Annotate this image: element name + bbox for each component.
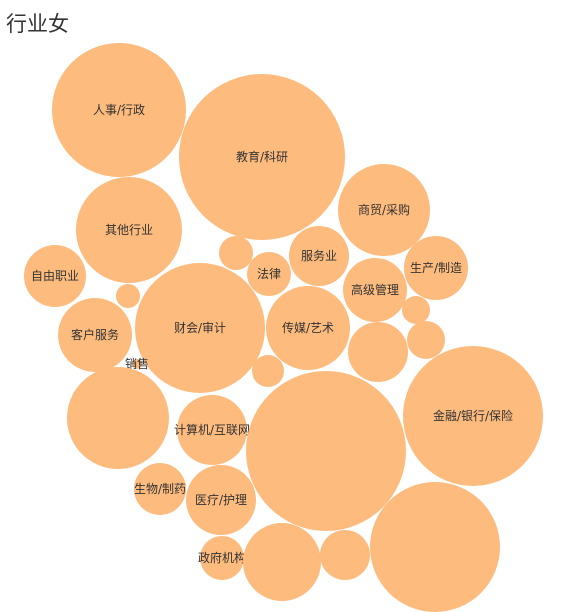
- bubble-label-13: 传媒/艺术: [282, 320, 334, 335]
- bubble-8: [24, 245, 86, 307]
- bubble-label-11: 客户服务: [71, 327, 119, 342]
- bubble-21: [177, 395, 247, 465]
- bubble-7: [404, 236, 468, 300]
- bubble-23: [134, 463, 186, 515]
- bubble-label-5: 法律: [257, 267, 281, 281]
- bubble-label-21: 计算机/互联网: [174, 422, 250, 437]
- bubble-6: [289, 226, 349, 286]
- bubble-17: [252, 355, 284, 387]
- bubble-27: [243, 523, 321, 601]
- bubble-label-8: 自由职业: [31, 269, 79, 283]
- bubble-14: [402, 296, 430, 324]
- bubble-25: [370, 482, 500, 612]
- bubble-1: [179, 74, 345, 240]
- bubble-label-19: 金融/银行/保险: [433, 408, 513, 423]
- bubble-24: [186, 465, 256, 535]
- bubble-3: [76, 177, 182, 283]
- bubble-label-6: 服务业: [301, 248, 337, 263]
- chart-title: 行业女: [6, 12, 69, 36]
- bubble-label-23: 生物/制药: [134, 482, 186, 496]
- bubble-11: [58, 298, 132, 372]
- bubble-13: [266, 286, 350, 370]
- bubble-label-2: 商贸/采购: [358, 202, 410, 217]
- bubble-4: [219, 236, 253, 270]
- bubble-28: [320, 530, 370, 580]
- bubble-12: [135, 263, 265, 393]
- bubble-22: [246, 371, 406, 531]
- bubble-label-9: 高级管理: [351, 282, 399, 297]
- bubble-18: [132, 359, 142, 369]
- bubble-20: [67, 367, 169, 469]
- bubble-label-1: 教育/科研: [236, 149, 288, 164]
- bubble-label-18: 销售: [125, 356, 149, 371]
- bubble-26: [200, 536, 244, 580]
- bubble-label-3: 其他行业: [105, 223, 153, 237]
- bubble-label-26: 政府机构: [198, 550, 246, 565]
- bubble-label-7: 生产/制造: [410, 261, 462, 275]
- bubble-label-0: 人事/行政: [93, 103, 145, 117]
- bubble-label-24: 医疗/护理: [195, 493, 247, 507]
- bubble-0: [52, 43, 186, 177]
- bubble-2: [338, 164, 430, 256]
- bubble-label-12: 财会/审计: [174, 320, 226, 335]
- bubble-16: [348, 322, 408, 382]
- bubble-9: [343, 258, 407, 322]
- bubble-10: [116, 284, 140, 308]
- bubble-19: [403, 346, 543, 486]
- bubble-5: [247, 252, 291, 296]
- bubble-15: [407, 321, 445, 359]
